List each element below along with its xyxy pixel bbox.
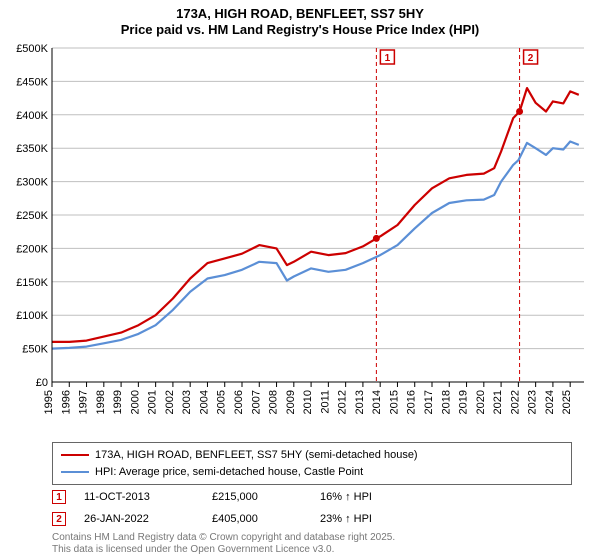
svg-text:1998: 1998	[95, 390, 107, 414]
svg-text:2017: 2017	[423, 390, 435, 414]
event-marker-icon: 1	[52, 490, 66, 504]
chart-title: 173A, HIGH ROAD, BENFLEET, SS7 5HY Price…	[0, 0, 600, 39]
svg-text:£450K: £450K	[16, 76, 48, 88]
svg-text:£100K: £100K	[16, 310, 48, 322]
svg-text:2004: 2004	[198, 390, 210, 414]
svg-text:2016: 2016	[406, 390, 418, 414]
svg-text:£150K: £150K	[16, 277, 48, 289]
svg-text:2020: 2020	[475, 390, 487, 414]
title-address: 173A, HIGH ROAD, BENFLEET, SS7 5HY	[0, 6, 600, 22]
svg-text:£50K: £50K	[22, 344, 48, 356]
svg-text:2012: 2012	[337, 390, 349, 414]
event-date: 26-JAN-2022	[84, 513, 194, 525]
footer-line: Contains HM Land Registry data © Crown c…	[52, 532, 395, 544]
event-date: 11-OCT-2013	[84, 491, 194, 503]
svg-text:£200K: £200K	[16, 243, 48, 255]
footer-line: This data is licensed under the Open Gov…	[52, 544, 395, 556]
svg-text:1997: 1997	[78, 390, 90, 414]
svg-text:2003: 2003	[181, 390, 193, 414]
svg-text:2024: 2024	[544, 390, 556, 414]
legend: 173A, HIGH ROAD, BENFLEET, SS7 5HY (semi…	[52, 442, 572, 485]
event-pct: 16% ↑ HPI	[320, 491, 430, 503]
chart-plot: £0 £50K £100K £150K £200K £250K £300K £350K £400…	[8, 42, 590, 434]
svg-text:2011: 2011	[319, 390, 331, 414]
svg-text:2: 2	[528, 53, 534, 64]
svg-text:2006: 2006	[233, 390, 245, 414]
footer-attribution: Contains HM Land Registry data © Crown c…	[52, 532, 395, 556]
title-subtitle: Price paid vs. HM Land Registry's House …	[0, 22, 600, 38]
svg-text:2001: 2001	[147, 390, 159, 414]
svg-text:£300K: £300K	[16, 177, 48, 189]
svg-text:2013: 2013	[354, 390, 366, 414]
svg-text:£400K: £400K	[16, 110, 48, 122]
svg-text:2025: 2025	[561, 390, 573, 414]
svg-text:1999: 1999	[112, 390, 124, 414]
legend-swatch	[61, 454, 89, 456]
event-row: 2 26-JAN-2022 £405,000 23% ↑ HPI	[52, 508, 572, 530]
legend-label: 173A, HIGH ROAD, BENFLEET, SS7 5HY (semi…	[95, 447, 418, 464]
svg-text:2018: 2018	[440, 390, 452, 414]
svg-text:2019: 2019	[458, 390, 470, 414]
event-price: £215,000	[212, 491, 302, 503]
legend-swatch	[61, 471, 89, 473]
svg-text:£0: £0	[36, 377, 48, 389]
svg-text:1996: 1996	[60, 390, 72, 414]
legend-label: HPI: Average price, semi-detached house,…	[95, 464, 363, 481]
svg-text:£500K: £500K	[16, 43, 48, 55]
svg-text:2015: 2015	[388, 390, 400, 414]
svg-text:2014: 2014	[371, 390, 383, 414]
svg-text:2010: 2010	[302, 390, 314, 414]
svg-text:2005: 2005	[216, 390, 228, 414]
legend-item: 173A, HIGH ROAD, BENFLEET, SS7 5HY (semi…	[61, 447, 563, 464]
svg-text:1: 1	[385, 53, 391, 64]
svg-text:2002: 2002	[164, 390, 176, 414]
line-chart-svg: £0 £50K £100K £150K £200K £250K £300K £350K £400…	[8, 42, 590, 434]
svg-text:2023: 2023	[527, 390, 539, 414]
svg-text:2022: 2022	[509, 390, 521, 414]
event-price: £405,000	[212, 513, 302, 525]
event-list: 1 11-OCT-2013 £215,000 16% ↑ HPI 2 26-JA…	[52, 486, 572, 530]
svg-text:2000: 2000	[129, 390, 141, 414]
svg-text:£250K: £250K	[16, 210, 48, 222]
legend-item: HPI: Average price, semi-detached house,…	[61, 464, 563, 481]
chart-container: 173A, HIGH ROAD, BENFLEET, SS7 5HY Price…	[0, 0, 600, 560]
event-marker-icon: 2	[52, 512, 66, 526]
svg-text:2009: 2009	[285, 390, 297, 414]
event-pct: 23% ↑ HPI	[320, 513, 430, 525]
svg-text:2008: 2008	[268, 390, 280, 414]
svg-text:£350K: £350K	[16, 143, 48, 155]
svg-text:1995: 1995	[43, 390, 55, 414]
svg-text:2021: 2021	[492, 390, 504, 414]
svg-text:2007: 2007	[250, 390, 262, 414]
event-row: 1 11-OCT-2013 £215,000 16% ↑ HPI	[52, 486, 572, 508]
